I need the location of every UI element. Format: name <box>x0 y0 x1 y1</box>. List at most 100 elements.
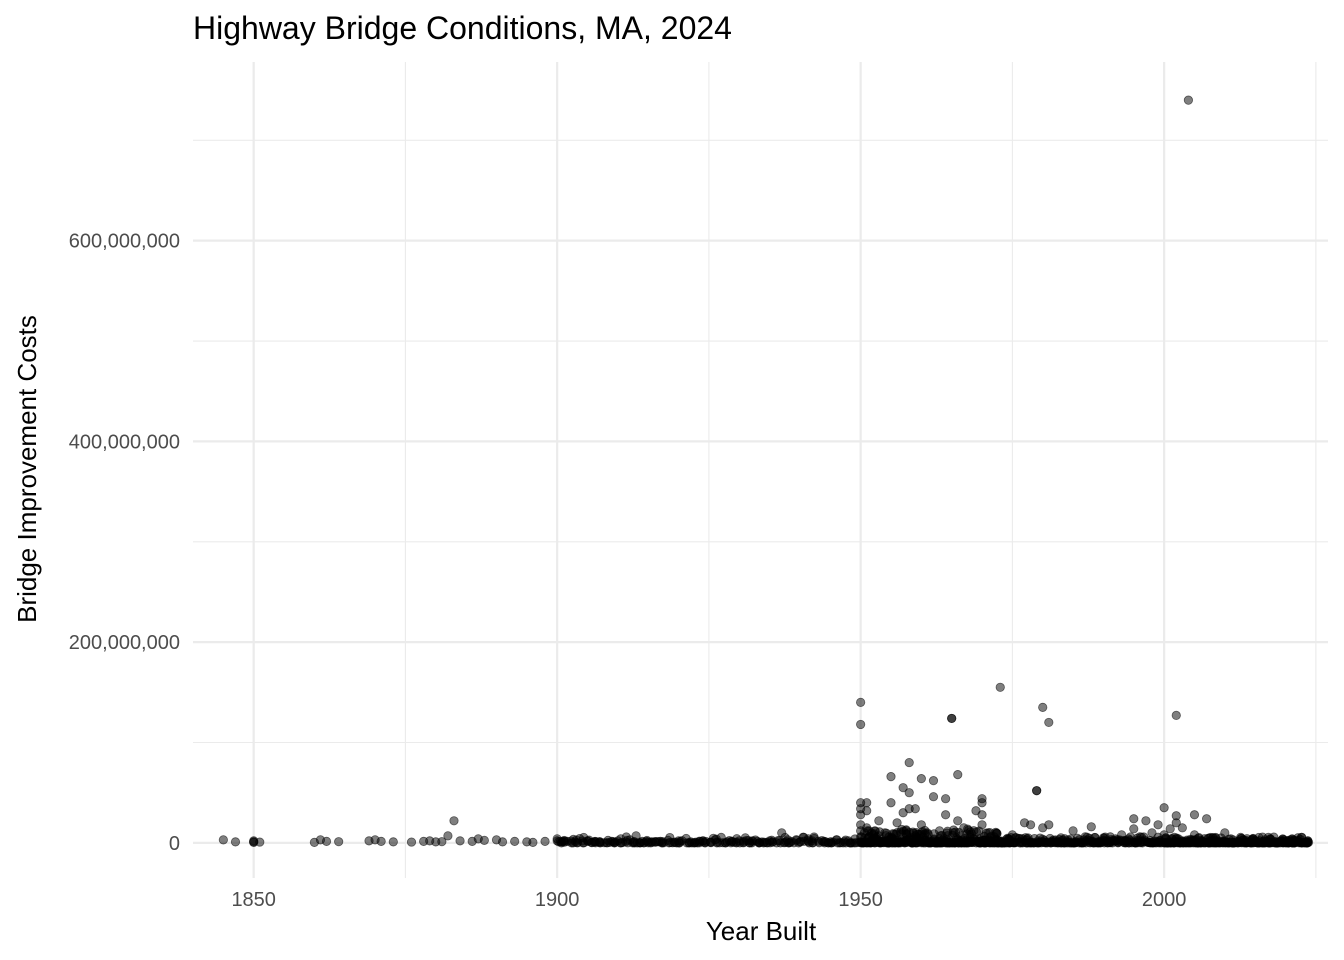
data-point <box>819 836 829 846</box>
data-point <box>1262 836 1272 846</box>
x-axis-title: Year Built <box>706 916 817 946</box>
data-point <box>1129 824 1139 834</box>
data-point <box>874 816 884 826</box>
data-point <box>777 828 787 838</box>
data-point <box>977 798 987 808</box>
data-point <box>497 837 508 847</box>
x-tick-label: 1950 <box>838 889 883 911</box>
data-point <box>977 810 987 820</box>
data-point <box>1153 820 1163 830</box>
data-point <box>904 788 914 798</box>
data-point <box>922 828 933 838</box>
x-tick-label: 2000 <box>1142 889 1187 911</box>
data-point <box>916 820 926 830</box>
data-point <box>856 719 866 730</box>
data-point <box>321 836 332 846</box>
data-point <box>831 835 841 845</box>
data-point <box>941 810 951 820</box>
points-layer <box>218 95 1314 848</box>
data-point <box>1135 832 1145 842</box>
data-point <box>540 836 550 846</box>
data-point <box>1032 786 1042 796</box>
data-point <box>1025 820 1036 830</box>
data-point <box>1183 95 1194 105</box>
data-point <box>631 831 641 841</box>
data-point <box>722 837 732 847</box>
data-point <box>1195 837 1206 848</box>
data-point <box>479 835 489 845</box>
data-point <box>455 836 465 846</box>
data-point <box>886 798 896 808</box>
data-point <box>856 697 866 707</box>
data-point <box>862 823 872 833</box>
data-point <box>977 820 987 830</box>
data-point <box>1141 816 1151 826</box>
data-point <box>218 835 228 845</box>
data-point <box>1208 833 1218 843</box>
data-point <box>558 836 568 846</box>
data-point <box>989 832 999 842</box>
data-point <box>886 772 896 782</box>
data-point <box>916 774 926 784</box>
data-point <box>1274 837 1285 847</box>
data-point <box>1189 830 1200 840</box>
data-point <box>1056 833 1066 843</box>
data-point <box>376 836 386 846</box>
data-point <box>843 836 854 846</box>
data-point <box>406 837 417 847</box>
data-point <box>388 837 398 847</box>
data-point <box>947 713 957 724</box>
y-tick-label: 0 <box>169 833 180 855</box>
data-point <box>1080 832 1090 842</box>
data-point <box>1171 818 1181 828</box>
data-point <box>1159 830 1169 840</box>
y-tick-label: 200,000,000 <box>69 632 180 654</box>
data-point <box>928 776 939 786</box>
data-point <box>673 836 684 846</box>
tick-labels: 1850 1900 1950 2000 0 200,000,000 400,000,000 6… <box>69 231 1187 911</box>
data-point <box>1238 835 1248 845</box>
data-point <box>1226 834 1236 844</box>
y-tick-label: 400,000,000 <box>69 431 180 453</box>
data-point <box>880 828 890 838</box>
data-point <box>1147 828 1157 838</box>
data-point <box>934 826 945 836</box>
data-point <box>582 836 593 846</box>
chart-title: Highway Bridge Conditions, MA, 2024 <box>193 10 732 46</box>
y-axis-title: Bridge Improvement Costs <box>12 315 42 623</box>
data-point <box>965 830 975 840</box>
data-point <box>953 770 963 780</box>
data-point <box>904 757 914 768</box>
data-point <box>1086 822 1096 832</box>
data-point <box>856 832 866 842</box>
data-point <box>1159 803 1169 813</box>
data-point <box>1038 702 1048 712</box>
data-point <box>862 806 872 816</box>
data-point <box>1250 836 1260 846</box>
data-point <box>795 837 805 847</box>
data-point <box>1165 824 1175 834</box>
data-point <box>928 792 939 802</box>
data-point <box>710 835 720 845</box>
data-point <box>1220 828 1230 838</box>
data-point <box>1177 823 1187 833</box>
data-point <box>910 804 920 814</box>
data-point <box>959 823 969 833</box>
data-point <box>686 837 696 847</box>
data-point <box>437 837 447 847</box>
data-point <box>255 837 265 847</box>
data-point <box>510 836 520 846</box>
data-point <box>1044 820 1054 830</box>
data-point <box>570 837 580 847</box>
data-point <box>1286 837 1297 847</box>
data-point <box>740 833 750 843</box>
data-point <box>765 836 775 846</box>
x-tick-label: 1900 <box>535 889 580 911</box>
y-tick-label: 600,000,000 <box>69 231 180 253</box>
data-point <box>698 836 708 846</box>
data-point <box>1068 826 1078 836</box>
data-point <box>1171 710 1181 721</box>
data-point <box>528 837 538 847</box>
data-point <box>898 783 908 793</box>
